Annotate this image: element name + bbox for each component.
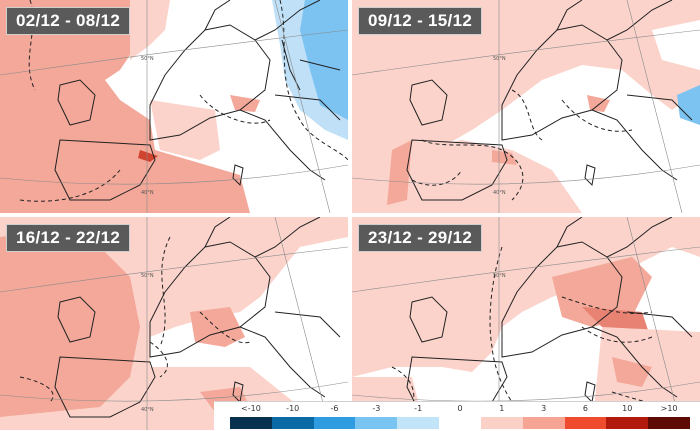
- legend-swatch: [397, 417, 440, 429]
- lat-50-label: 50°N: [493, 56, 506, 62]
- anomaly-map-1: 50°N 40°N: [0, 0, 348, 213]
- map-panel-week-1: 50°N 40°N 02/12 - 08/12: [0, 0, 348, 213]
- lat-40-label: 40°N: [141, 407, 154, 413]
- legend-tick-label: 3: [541, 404, 547, 413]
- period-label: 02/12 - 08/12: [6, 7, 131, 35]
- map-panel-week-2: 50°N 40°N 09/12 - 15/12: [352, 0, 700, 213]
- legend-tick-label: <-10: [241, 404, 261, 413]
- legend-ticks: <-10 -10 -6 -3 -1 0 1 3 6 10 >10: [214, 404, 700, 416]
- legend-tick-label: 6: [582, 404, 588, 413]
- legend-tick-label: >10: [660, 404, 678, 413]
- legend-tick-label: 10: [622, 404, 633, 413]
- legend-tick-label: -6: [330, 404, 339, 413]
- legend-tick-label: -3: [372, 404, 381, 413]
- anomaly-map-2: 50°N 40°N: [352, 0, 700, 213]
- map-panel-week-4: 50°N 23/12 - 29/12: [352, 217, 700, 430]
- lat-50-label: 50°N: [493, 273, 506, 279]
- lat-50-label: 50°N: [141, 273, 154, 279]
- legend-swatch: [355, 417, 398, 429]
- period-label: 23/12 - 29/12: [358, 224, 483, 252]
- legend-swatch: [564, 417, 607, 429]
- legend-swatch: [230, 417, 272, 429]
- legend-color-bar: [230, 417, 690, 429]
- map-panel-week-3: 50°N 40°N 16/12 - 22/12: [0, 217, 348, 430]
- period-label: 16/12 - 22/12: [6, 224, 131, 252]
- legend-swatch: [522, 417, 565, 429]
- lat-50-label: 50°N: [141, 56, 154, 62]
- lat-40-label: 40°N: [141, 190, 154, 196]
- lat-40-label: 40°N: [493, 190, 506, 196]
- legend-swatch: [439, 417, 481, 429]
- period-label: 09/12 - 15/12: [358, 7, 483, 35]
- anomaly-map-3: 50°N 40°N: [0, 217, 348, 430]
- legend-swatch: [313, 417, 356, 429]
- legend-tick-label: -10: [286, 404, 300, 413]
- legend-tick-label: 0: [457, 404, 463, 413]
- legend-tick-label: -1: [414, 404, 423, 413]
- legend-swatch: [271, 417, 314, 429]
- color-legend: <-10 -10 -6 -3 -1 0 1 3 6 10 >10: [214, 401, 700, 431]
- legend-tick-label: 1: [499, 404, 505, 413]
- legend-swatch: [480, 417, 523, 429]
- legend-swatch: [648, 417, 690, 429]
- legend-swatch: [606, 417, 649, 429]
